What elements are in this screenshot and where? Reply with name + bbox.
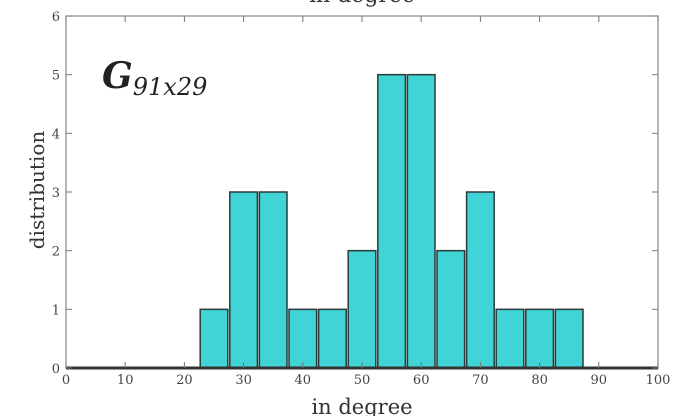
y-tick-label-2: 2	[52, 245, 60, 260]
x-tick-label-40: 40	[295, 373, 312, 388]
y-tick-label-6: 6	[52, 10, 60, 25]
y-tick-label-4: 4	[52, 127, 60, 142]
x-tick-label-70: 70	[472, 373, 489, 388]
bar-50	[347, 249, 377, 369]
y-tick-label-3: 3	[52, 186, 60, 201]
bar-40	[288, 308, 318, 369]
bar-85	[554, 308, 584, 369]
annotation-main: G	[102, 55, 133, 97]
bars	[199, 73, 584, 369]
x-tick-label-10: 10	[117, 373, 134, 388]
bar-35	[258, 191, 288, 369]
x-tick-label-60: 60	[413, 373, 430, 388]
graph-annotation: G91x29	[102, 55, 207, 101]
chart-title: in degree	[309, 0, 415, 8]
bar-80	[525, 308, 555, 369]
x-tick-label-50: 50	[354, 373, 371, 388]
bar-65	[436, 249, 466, 369]
x-tick-label-100: 100	[646, 373, 671, 388]
x-tick-label-80: 80	[531, 373, 548, 388]
x-tick-label-30: 30	[235, 373, 252, 388]
bar-45	[317, 308, 347, 369]
bar-60	[406, 73, 436, 369]
bar-25	[199, 308, 229, 369]
bar-70	[465, 191, 495, 369]
y-axis-title: distribution	[25, 131, 49, 250]
bar-55	[377, 73, 407, 369]
x-tick-label-20: 20	[176, 373, 193, 388]
x-axis-ticks: 0 10 20 30 40 50 60 70 80 90 100	[62, 16, 671, 388]
y-tick-label-0: 0	[52, 362, 60, 377]
y-tick-label-1: 1	[52, 303, 60, 318]
x-axis-title: in degree	[311, 395, 412, 416]
y-axis-ticks: 0 1 2 3 4 5 6	[52, 10, 658, 377]
annotation-subscript: 91x29	[133, 73, 208, 101]
x-tick-label-0: 0	[62, 373, 70, 388]
x-tick-label-90: 90	[591, 373, 608, 388]
bar-30	[229, 191, 259, 369]
y-tick-label-5: 5	[52, 69, 60, 84]
bar-75	[495, 308, 525, 369]
